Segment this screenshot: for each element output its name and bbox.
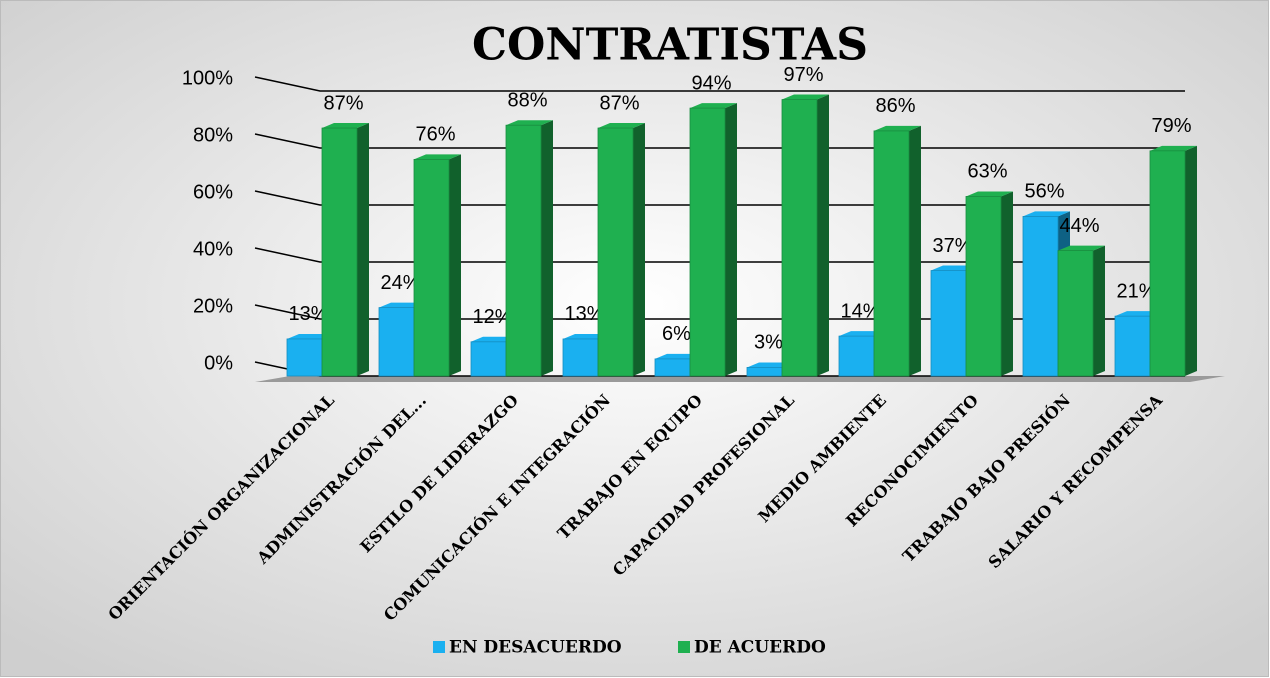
legend-label: EN DESACUERDO (449, 638, 622, 658)
legend-swatch (678, 641, 690, 653)
bar-side (1093, 245, 1105, 376)
bar (378, 307, 415, 377)
bar (321, 127, 358, 377)
data-label: 97% (783, 64, 823, 86)
y-tick-label: 40% (193, 238, 233, 260)
bar-top (1058, 245, 1105, 251)
legend-swatch (433, 641, 445, 653)
bar (1114, 315, 1151, 377)
y-tick-label: 20% (193, 295, 233, 317)
bar (838, 335, 875, 377)
bar-top (966, 191, 1013, 197)
bar (597, 127, 634, 377)
data-label: 37% (932, 235, 972, 257)
data-label: 63% (967, 161, 1007, 183)
bar (930, 270, 967, 377)
bar (562, 338, 599, 377)
chart-title: CONTRATISTAS (472, 20, 868, 71)
y-tick-label: 80% (193, 124, 233, 146)
data-label: 6% (662, 323, 691, 345)
data-label: 87% (599, 92, 639, 114)
bar (965, 196, 1002, 377)
bar-side (725, 103, 737, 376)
floor (255, 376, 1225, 382)
bar (1022, 215, 1059, 377)
y-tick-label: 100% (182, 67, 233, 89)
bar-top (690, 103, 737, 109)
data-label: 44% (1059, 215, 1099, 237)
bar-top (506, 120, 553, 126)
data-label: 87% (323, 92, 363, 114)
y-tick-label: 0% (204, 352, 233, 374)
data-label: 76% (415, 124, 455, 146)
y-tick-label: 60% (193, 181, 233, 203)
bar (654, 358, 691, 377)
bar (746, 367, 783, 377)
data-label: 79% (1151, 115, 1191, 137)
bar-side (817, 94, 829, 377)
bar (1149, 150, 1186, 377)
data-label: 14% (840, 300, 880, 322)
bar-side (1185, 145, 1197, 376)
bar (781, 99, 818, 377)
data-label: 88% (507, 89, 547, 111)
bar (286, 338, 323, 377)
bar-side (449, 154, 461, 376)
bar-side (541, 120, 553, 376)
bar (413, 158, 450, 377)
data-label: 24% (380, 272, 420, 294)
bar (689, 107, 726, 377)
data-label: 56% (1024, 181, 1064, 203)
bar-top (322, 123, 369, 129)
grid-line (254, 76, 1185, 92)
bar-top (414, 154, 461, 160)
bar (1057, 250, 1094, 377)
legend-label: DE ACUERDO (694, 638, 826, 658)
data-label: 21% (1116, 280, 1156, 302)
bar-top (1023, 211, 1070, 217)
bar-side (357, 123, 369, 376)
data-label: 86% (875, 95, 915, 117)
bar-top (874, 125, 921, 131)
bar (873, 130, 910, 377)
data-label: 94% (691, 72, 731, 94)
data-label: 13% (288, 303, 328, 325)
bar-side (909, 125, 921, 377)
bar (470, 341, 507, 377)
bar-side (1001, 191, 1013, 376)
bar-side (633, 123, 645, 376)
bar-top (782, 94, 829, 100)
bar-top (598, 123, 645, 129)
data-label: 12% (472, 306, 512, 328)
data-label: 13% (564, 303, 604, 325)
data-label: 3% (754, 332, 783, 354)
bar (505, 124, 542, 377)
bar-top (1150, 145, 1197, 151)
